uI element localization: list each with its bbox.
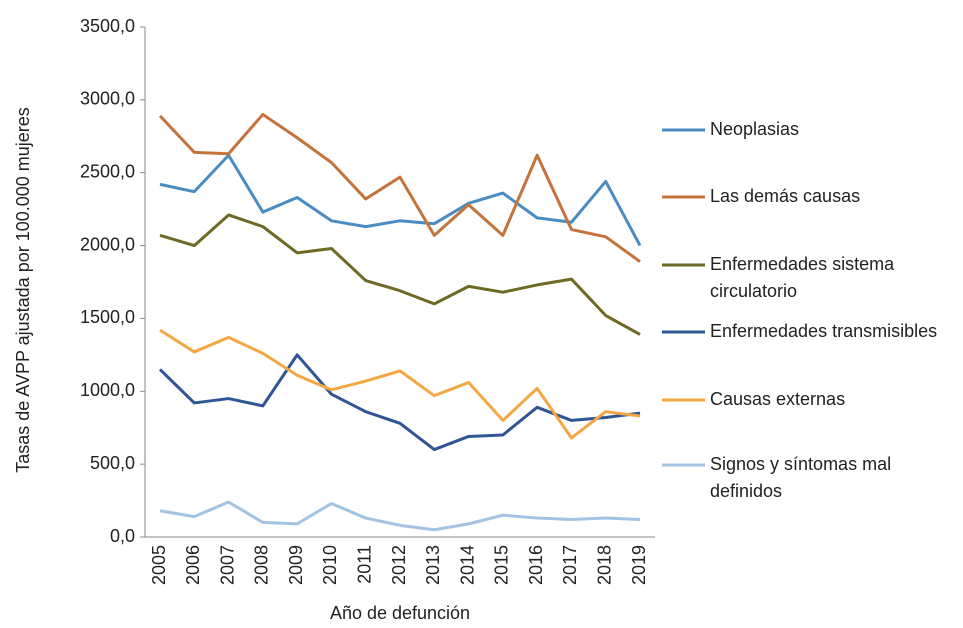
y-tick-label: 3000,0 [80, 89, 135, 109]
x-tick-label: 2005 [149, 545, 169, 585]
legend-label: Causas externas [710, 389, 846, 409]
series-line [158, 353, 641, 452]
series-line [159, 500, 641, 532]
x-tick-label: 2006 [183, 545, 203, 585]
legend-label: Las demás causas [710, 186, 861, 206]
series-line [159, 213, 641, 336]
series-line [159, 328, 641, 440]
y-tick-label: 0,0 [110, 526, 135, 546]
y-tick-label: 500,0 [90, 453, 135, 473]
x-tick-label: 2011 [354, 545, 374, 584]
x-tick-label: 2012 [389, 545, 409, 585]
x-tick-label: 2018 [594, 545, 614, 585]
legend-label: Enfermedades transmisibles [710, 321, 938, 341]
x-tick-label: 2014 [457, 545, 477, 585]
legend-label: Neoplasias [710, 119, 800, 139]
legend-label: Enfermedades sistema circulatorio [710, 254, 895, 301]
y-tick-label: 3500,0 [80, 16, 135, 36]
x-tick-label: 2015 [492, 545, 512, 585]
x-tick-label: 2008 [252, 545, 272, 585]
legend-label: Signos y síntomas mal definidos [710, 454, 892, 501]
x-tick-label: 2009 [286, 545, 306, 585]
series-line [158, 112, 641, 263]
y-tick-label: 2500,0 [80, 161, 135, 181]
x-tick-label: 2019 [629, 545, 649, 585]
x-axis-title: Año de defunción [330, 603, 470, 623]
y-tick-label: 2000,0 [80, 234, 135, 254]
y-tick-label: 1500,0 [80, 307, 135, 327]
series-line [159, 153, 642, 247]
x-tick-label: 2013 [423, 545, 443, 585]
x-tick-label: 2007 [217, 545, 237, 585]
x-tick-label: 2017 [560, 545, 580, 585]
x-tick-label: 2016 [526, 545, 546, 585]
x-tick-label: 2010 [320, 545, 340, 585]
y-tick-label: 1000,0 [80, 380, 135, 400]
y-axis-title: Tasas de AVPP ajustada por 100.000 mujer… [13, 107, 33, 473]
